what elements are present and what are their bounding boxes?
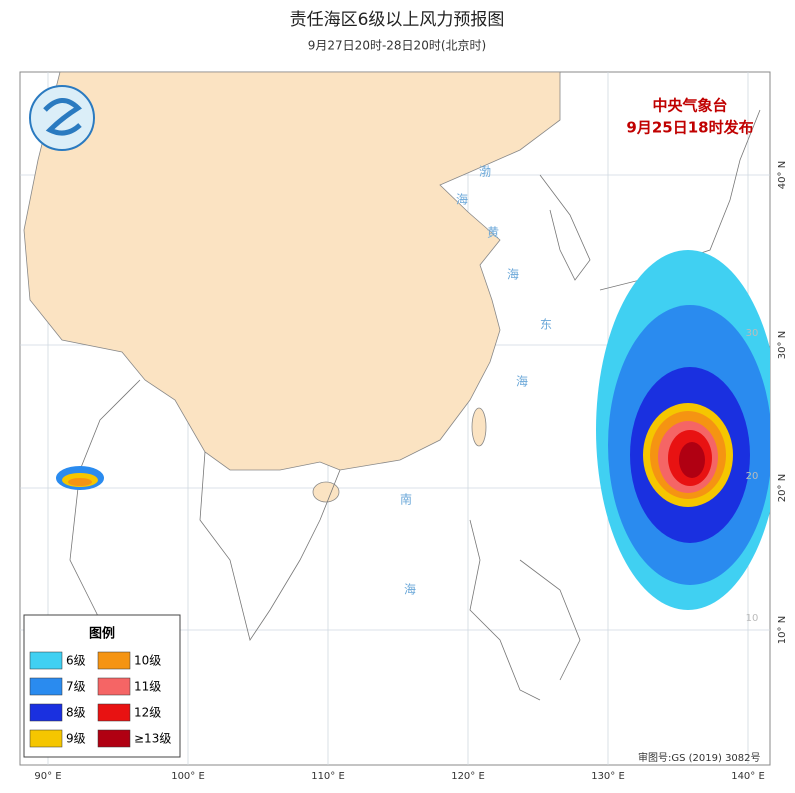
issue-time: 9月25日18时发布: [626, 119, 753, 137]
longitude-label: 140° E: [731, 771, 765, 782]
wind-zones: [56, 250, 770, 610]
longitude-label: 100° E: [171, 771, 205, 782]
legend-label: 8级: [66, 706, 86, 720]
logo-mark: [43, 98, 82, 136]
sea-label: 海: [516, 374, 528, 389]
legend-label: ≥13级: [134, 732, 171, 746]
inner-latitude-label: 30: [746, 328, 759, 339]
subtitle: 9月27日20时-28日20时(北京时): [308, 39, 486, 53]
longitude-label: 90° E: [34, 771, 61, 782]
latitude-label: 10° N: [777, 616, 788, 644]
sea-label: 东: [540, 318, 552, 332]
legend-swatch: [97, 651, 131, 670]
longitude-label: 110° E: [311, 771, 345, 782]
legend-swatch: [29, 729, 63, 748]
sea-label: 海: [404, 582, 416, 597]
china-land: [23, 71, 561, 471]
longitude-label: 120° E: [451, 771, 485, 782]
legend-label: 9级: [66, 732, 86, 746]
coastlines: [69, 109, 761, 701]
sea-label: 黄: [487, 226, 499, 240]
legend-title: 图例: [89, 626, 115, 642]
inner-latitude-label: 10: [746, 613, 759, 624]
latitude-label: 30° N: [777, 331, 788, 359]
legend-label: 11级: [134, 680, 161, 694]
legend-swatch: [97, 729, 131, 748]
longitude-label: 130° E: [591, 771, 625, 782]
hainan: [312, 481, 340, 503]
legend-label: 10级: [134, 654, 161, 668]
legend-swatch: [29, 651, 63, 670]
legend-label: 12级: [134, 706, 161, 720]
sea-label: 渤: [479, 165, 491, 179]
wind-zone: [679, 442, 705, 478]
agency: 中央气象台: [652, 97, 727, 115]
legend-label: 6级: [66, 654, 86, 668]
title: 责任海区6级以上风力预报图: [290, 10, 505, 30]
sea-label: 海: [507, 267, 519, 282]
taiwan: [471, 407, 487, 447]
latitude-label: 20° N: [777, 474, 788, 502]
approval: 审图号:GS (2019) 3082号: [638, 751, 761, 764]
legend-swatch: [29, 703, 63, 722]
legend-swatch: [97, 677, 131, 696]
sea-label: 南: [400, 492, 412, 507]
latitude-label: 40° N: [777, 161, 788, 189]
sea-label: 海: [456, 192, 468, 207]
legend-label: 7级: [66, 680, 86, 694]
legend-swatch: [97, 703, 131, 722]
wind-zone: [68, 478, 92, 486]
inner-latitude-label: 20: [746, 471, 759, 482]
legend-swatch: [29, 677, 63, 696]
